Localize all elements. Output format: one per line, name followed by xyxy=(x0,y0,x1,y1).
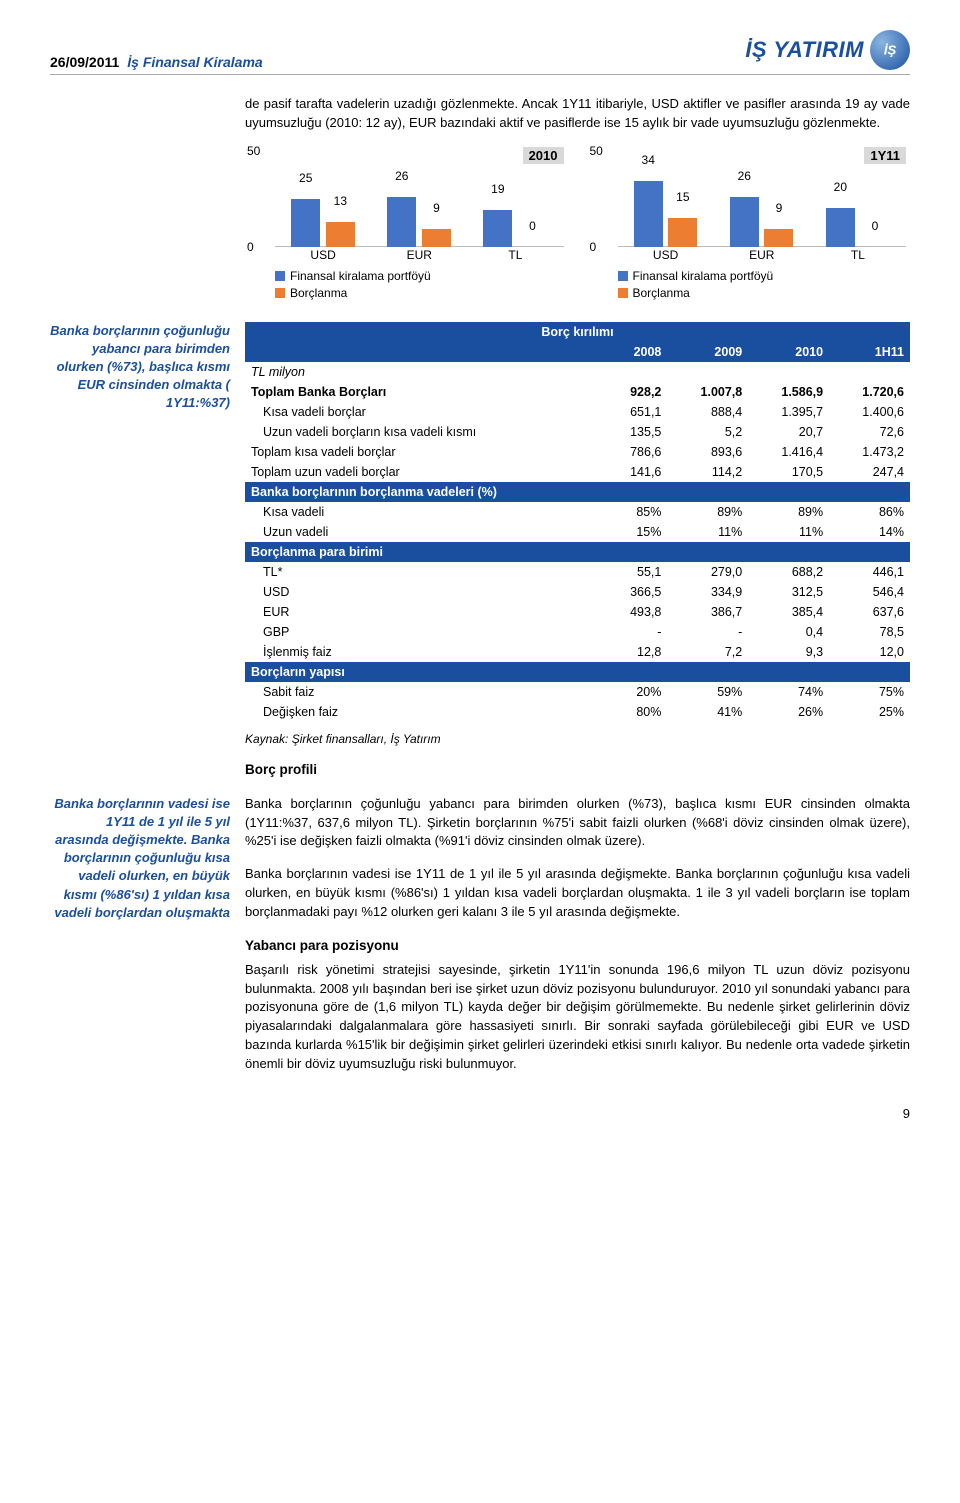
tl-milyon-row: TL milyon xyxy=(245,362,910,382)
legend-item: Borçlanma xyxy=(275,285,431,302)
sidenote-1: Banka borçlarının çoğunluğu yabancı para… xyxy=(50,322,230,413)
col-2010: 2010 xyxy=(748,342,829,362)
bar xyxy=(483,210,512,246)
paragraph-2: Banka borçlarının çoğunluğu yabancı para… xyxy=(245,795,910,852)
table-row: EUR493,8386,7385,4637,6 xyxy=(245,602,910,622)
table-source: Kaynak: Şirket finansalları, İş Yatırım xyxy=(245,732,910,746)
table-section-header: Borçların yapısı xyxy=(245,662,910,682)
bar xyxy=(387,197,416,247)
y-tick: 50 xyxy=(590,144,603,158)
bar-value-label: 13 xyxy=(334,194,347,208)
bar xyxy=(668,218,697,247)
header-date: 26/09/2011 xyxy=(50,54,119,70)
bar-value-label: 25 xyxy=(299,171,312,185)
table-row: USD366,5334,9312,5546,4 xyxy=(245,582,910,602)
legend-swatch-icon xyxy=(618,271,628,281)
table-row: Uzun vadeli15%11%11%14% xyxy=(245,522,910,542)
debt-table: Borç kırılımı 2008 2009 2010 1H11 TL mil… xyxy=(245,322,910,722)
brand-name: İŞ YATIRIM xyxy=(745,37,864,63)
x-category-label: EUR xyxy=(371,248,467,262)
y-tick: 0 xyxy=(590,240,597,254)
bar-value-label: 19 xyxy=(491,182,504,196)
table-row: Toplam kısa vadeli borçlar786,6893,61.41… xyxy=(245,442,910,462)
legend-swatch-icon xyxy=(618,288,628,298)
bar-value-label: 26 xyxy=(738,169,751,183)
legend-label: Borçlanma xyxy=(633,285,690,302)
table-row: Değişken faiz80%41%26%25% xyxy=(245,702,910,722)
bar xyxy=(422,229,451,246)
table-row: GBP--0,478,5 xyxy=(245,622,910,642)
section-title-borc-profili: Borç profili xyxy=(245,762,910,777)
col-1h11: 1H11 xyxy=(829,342,910,362)
chart-2010: 20100502513269190USDEURTLFinansal kirala… xyxy=(245,147,568,302)
table-row: İşlenmiş faiz12,87,29,312,0 xyxy=(245,642,910,662)
bar xyxy=(730,197,759,247)
charts-row: 20100502513269190USDEURTLFinansal kirala… xyxy=(245,147,910,302)
legend-label: Finansal kiralama portföyü xyxy=(290,268,431,285)
table-section-header: Borçlanma para birimi xyxy=(245,542,910,562)
legend-item: Finansal kiralama portföyü xyxy=(275,268,431,285)
legend-swatch-icon xyxy=(275,271,285,281)
table-title-cell: Borç kırılımı xyxy=(245,322,910,342)
y-tick: 0 xyxy=(247,240,254,254)
table-row: TL*55,1279,0688,2446,1 xyxy=(245,562,910,582)
bar xyxy=(634,181,663,246)
x-category-label: USD xyxy=(275,248,371,262)
table-row: Sabit faiz20%59%74%75% xyxy=(245,682,910,702)
legend-item: Borçlanma xyxy=(618,285,774,302)
col-2008: 2008 xyxy=(602,342,667,362)
col-2009: 2009 xyxy=(667,342,748,362)
debt-table-wrap: Borç kırılımı 2008 2009 2010 1H11 TL mil… xyxy=(245,322,910,785)
bar-value-label: 9 xyxy=(776,201,783,215)
table-year-header: 2008 2009 2010 1H11 xyxy=(245,342,910,362)
bar-value-label: 0 xyxy=(872,219,879,233)
bar-value-label: 15 xyxy=(676,190,689,204)
bar-value-label: 26 xyxy=(395,169,408,183)
bar xyxy=(826,208,855,246)
bar xyxy=(326,222,355,247)
bar-value-label: 20 xyxy=(834,180,847,194)
table-row: Toplam uzun vadeli borçlar141,6114,2170,… xyxy=(245,462,910,482)
table-row: Toplam Banka Borçları928,21.007,81.586,9… xyxy=(245,382,910,402)
legend-item: Finansal kiralama portföyü xyxy=(618,268,774,285)
y-tick: 50 xyxy=(247,144,260,158)
legend-label: Borçlanma xyxy=(290,285,347,302)
page-number: 9 xyxy=(50,1106,910,1121)
x-category-label: EUR xyxy=(714,248,810,262)
intro-paragraph: de pasif tarafta vadelerin uzadığı gözle… xyxy=(245,95,910,133)
sidenote-2: Banka borçlarının vadesi ise 1Y11 de 1 y… xyxy=(50,795,230,922)
x-category-label: TL xyxy=(467,248,563,262)
bar-value-label: 0 xyxy=(529,219,536,233)
page-header: 26/09/2011 İş Finansal Kiralama İŞ YATIR… xyxy=(50,30,910,75)
legend-label: Finansal kiralama portföyü xyxy=(633,268,774,285)
section-title-yabanci-para: Yabancı para pozisyonu xyxy=(245,938,910,953)
bar xyxy=(291,199,320,247)
table-section-header: Banka borçlarının borçlanma vadeleri (%) xyxy=(245,482,910,502)
bar xyxy=(764,229,793,246)
bar-value-label: 9 xyxy=(433,201,440,215)
legend-swatch-icon xyxy=(275,288,285,298)
brand-logo-icon xyxy=(870,30,910,70)
header-title: İş Finansal Kiralama xyxy=(127,54,262,70)
x-category-label: TL xyxy=(810,248,906,262)
paragraph-4: Başarılı risk yönetimi stratejisi sayesi… xyxy=(245,961,910,1074)
table-row: Uzun vadeli borçların kısa vadeli kısmı1… xyxy=(245,422,910,442)
x-category-label: USD xyxy=(618,248,714,262)
chart-1y11: 1Y110503415269200USDEURTLFinansal kirala… xyxy=(588,147,911,302)
table-row: Kısa vadeli borçlar651,1888,41.395,71.40… xyxy=(245,402,910,422)
paragraph-3: Banka borçlarının vadesi ise 1Y11 de 1 y… xyxy=(245,865,910,922)
bar-value-label: 34 xyxy=(642,153,655,167)
table-row: Kısa vadeli85%89%89%86% xyxy=(245,502,910,522)
